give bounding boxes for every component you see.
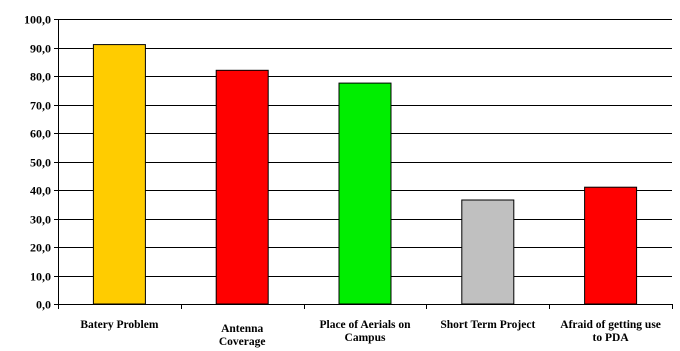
y-tick-label-3: 30,0 <box>30 213 51 227</box>
x-axis-category-labels: Batery Problem Antenna Coverage Place of Ae… <box>80 319 661 348</box>
y-tick-label-2: 20,0 <box>30 241 51 255</box>
bar-0 <box>92 44 146 305</box>
x-category-label-0-line-0: Batery Problem <box>80 319 158 331</box>
axes <box>54 19 673 309</box>
y-axis-tick-labels: 0,0 10,0 20,0 30,0 40,0 50,0 60,0 70,0 80,0 90,0 1… <box>24 13 51 312</box>
x-category-label-4-line-1: to PDA <box>593 332 630 344</box>
x-category-label-3-line-0: Short Term Project <box>440 319 535 331</box>
y-tick-label-6: 60,0 <box>30 127 51 141</box>
x-category-label-2-line-0: Place of Aerials on <box>319 319 411 331</box>
bar-3 <box>461 199 515 305</box>
x-category-label-1: Antenna Coverage <box>219 323 266 348</box>
y-tick-label-4: 40,0 <box>30 184 51 198</box>
bar-4 <box>584 186 638 305</box>
y-tick-label-5: 50,0 <box>30 156 51 170</box>
x-category-label-2-line-1: Campus <box>345 332 386 344</box>
x-category-label-4-line-0: Afraid of getting use <box>560 319 661 331</box>
y-tick-label-0: 0,0 <box>36 298 51 312</box>
y-tick-label-8: 80,0 <box>30 70 51 84</box>
bar-1 <box>215 69 269 305</box>
x-category-label-3: Short Term Project <box>440 319 535 331</box>
bar-2 <box>338 82 392 305</box>
x-category-label-2: Place of Aerials on Campus <box>319 319 411 344</box>
x-category-label-4: Afraid of getting use to PDA <box>560 319 661 344</box>
x-category-label-0: Batery Problem <box>80 319 158 331</box>
y-tick-label-9: 90,0 <box>30 42 51 56</box>
y-tick-label-7: 70,0 <box>30 99 51 113</box>
x-category-label-1-line-1: Coverage <box>219 336 266 348</box>
y-tick-label-1: 10,0 <box>30 270 51 284</box>
y-tick-label-10: 100,0 <box>24 13 51 27</box>
bars <box>92 44 638 305</box>
x-category-label-1-line-0: Antenna <box>221 323 263 335</box>
